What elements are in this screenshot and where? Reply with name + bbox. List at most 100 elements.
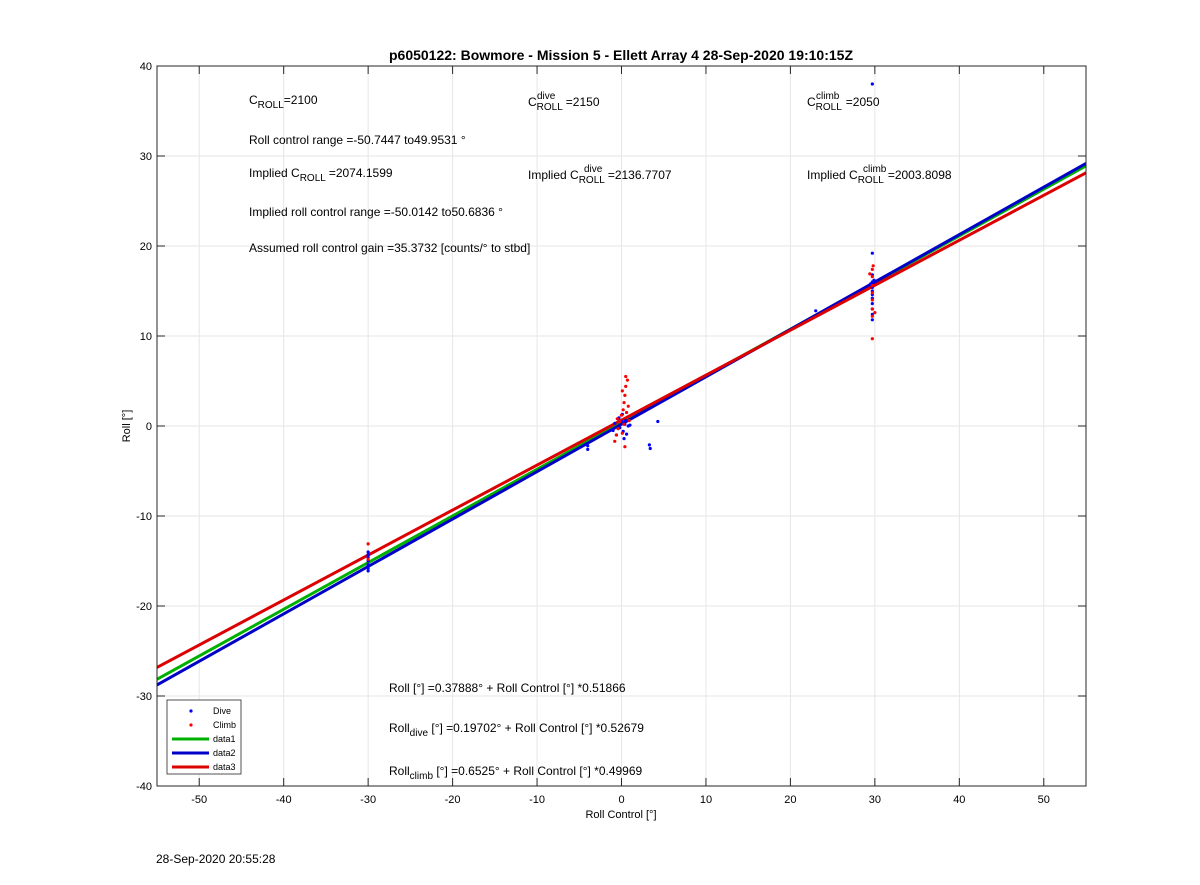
point-climb <box>366 557 370 561</box>
point-climb <box>870 314 874 318</box>
y-tick-label: -20 <box>136 601 152 613</box>
fit-line-data2 <box>156 162 1087 687</box>
point-dive <box>586 444 590 448</box>
c-roll-climb-annotation: CROLL =2050 <box>807 95 880 113</box>
c-roll-dive-sup: dive <box>537 91 556 102</box>
point-dive <box>648 446 652 451</box>
point-dive <box>628 423 632 427</box>
legend-marker-climb <box>189 723 193 727</box>
c-roll-annotation: CROLL=2100 <box>249 93 318 111</box>
point-climb <box>616 427 620 431</box>
legend-label: Dive <box>213 706 231 716</box>
y-tick-label: 40 <box>140 61 152 73</box>
point-dive <box>366 569 370 573</box>
point-climb <box>870 267 874 271</box>
x-tick-label: 10 <box>700 794 712 806</box>
point-climb <box>871 264 875 268</box>
point-climb <box>614 433 619 437</box>
point-climb <box>870 284 874 288</box>
legend-label: data2 <box>213 748 236 758</box>
point-climb <box>615 417 619 421</box>
implied-c-roll-dive: Implied CROLL =2136.7707 <box>528 168 672 186</box>
implied-c-roll: Implied CROLL =2074.1599 <box>249 166 393 184</box>
point-dive <box>366 550 370 554</box>
x-tick-label: -40 <box>276 794 292 806</box>
annotations: CROLL=2100 CROLL =2150 dive CROLL =2050 cl… <box>249 91 952 782</box>
footer-timestamp: 28-Sep-2020 20:55:28 <box>156 852 276 866</box>
point-dive <box>656 419 660 424</box>
point-dive <box>366 553 370 557</box>
x-tick-label: -50 <box>191 794 207 806</box>
y-tick-label: 30 <box>140 151 152 163</box>
point-climb <box>613 439 617 443</box>
point-dive <box>870 82 874 86</box>
point-climb <box>870 291 874 295</box>
point-dive <box>647 443 651 447</box>
y-tick-label: -30 <box>136 691 152 703</box>
scatter-points <box>366 82 877 573</box>
x-tick-label: 50 <box>1038 794 1050 806</box>
point-dive <box>366 566 370 570</box>
legend-items: Dive Climb data1 data2 data3 <box>172 706 236 772</box>
point-climb <box>870 307 874 311</box>
c-roll-dive-annotation: CROLL =2150 <box>528 95 600 113</box>
point-dive <box>872 278 876 282</box>
point-climb <box>626 404 630 408</box>
point-climb <box>870 337 874 341</box>
implied-c-roll-dive-sup: dive <box>584 164 603 175</box>
legend-label: data3 <box>213 762 236 772</box>
point-climb <box>627 419 631 423</box>
legend-marker-dive <box>189 709 193 713</box>
point-climb <box>620 389 624 393</box>
point-climb <box>618 419 622 424</box>
point-climb <box>622 422 626 426</box>
point-climb <box>620 431 624 435</box>
x-tick-label: 20 <box>784 794 796 806</box>
implied-c-roll-climb: Implied CROLL =2003.8098 <box>807 168 952 186</box>
x-tick-label: 0 <box>618 794 624 806</box>
roll-control-range: Roll control range =-50.7447 to49.9531 ° <box>249 133 466 147</box>
c-roll-climb-sup: climb <box>816 91 840 102</box>
legend-label: Climb <box>213 720 236 730</box>
fit-equation-all: Roll [°] =0.37888° + Roll Control [°] *0… <box>389 681 626 695</box>
point-dive <box>870 302 874 306</box>
chart-title: p6050122: Bowmore - Mission 5 - Ellett A… <box>389 47 853 63</box>
point-climb <box>625 378 630 382</box>
legend-label: data1 <box>213 734 236 744</box>
x-tick-label: 40 <box>953 794 965 806</box>
point-climb <box>619 413 624 417</box>
point-climb <box>624 410 629 415</box>
x-tick-label: -30 <box>360 794 376 806</box>
point-climb <box>870 298 874 302</box>
y-tick-label: 20 <box>140 241 152 253</box>
point-climb <box>366 542 370 546</box>
point-dive <box>870 251 874 255</box>
assumed-gain: Assumed roll control gain =35.3732 [coun… <box>249 241 530 255</box>
x-tick-label: -20 <box>445 794 461 806</box>
point-dive <box>624 432 629 436</box>
point-dive <box>613 421 617 425</box>
x-tick-label: 30 <box>869 794 881 806</box>
y-tick-label: -10 <box>136 511 152 523</box>
axis-ticks: -50 -40 -30 -20 -10 0 10 20 30 40 50 -40 -30 -20 -10 0 1… <box>136 61 1086 806</box>
point-dive <box>586 447 590 451</box>
implied-range: Implied roll control range =-50.0142 to5… <box>249 205 503 219</box>
point-climb <box>870 275 874 279</box>
point-climb <box>623 393 627 397</box>
fit-equation-climb: Rollclimb [°] =0.6525° + Roll Control [°… <box>389 764 643 782</box>
point-climb <box>624 374 628 379</box>
point-climb <box>623 445 627 449</box>
legend-box <box>166 699 242 775</box>
y-tick-label: 0 <box>146 421 152 433</box>
point-dive <box>870 318 874 322</box>
point-dive <box>624 419 628 423</box>
fit-equation-dive: Rolldive [°] =0.19702° + Roll Control [°… <box>389 721 644 739</box>
y-tick-label: 10 <box>140 331 152 343</box>
point-climb <box>622 401 626 405</box>
y-axis-label: Roll [°] <box>121 410 133 443</box>
y-tick-label: -40 <box>136 781 152 793</box>
point-climb <box>621 408 625 412</box>
point-climb <box>624 384 628 388</box>
point-climb <box>868 272 872 276</box>
